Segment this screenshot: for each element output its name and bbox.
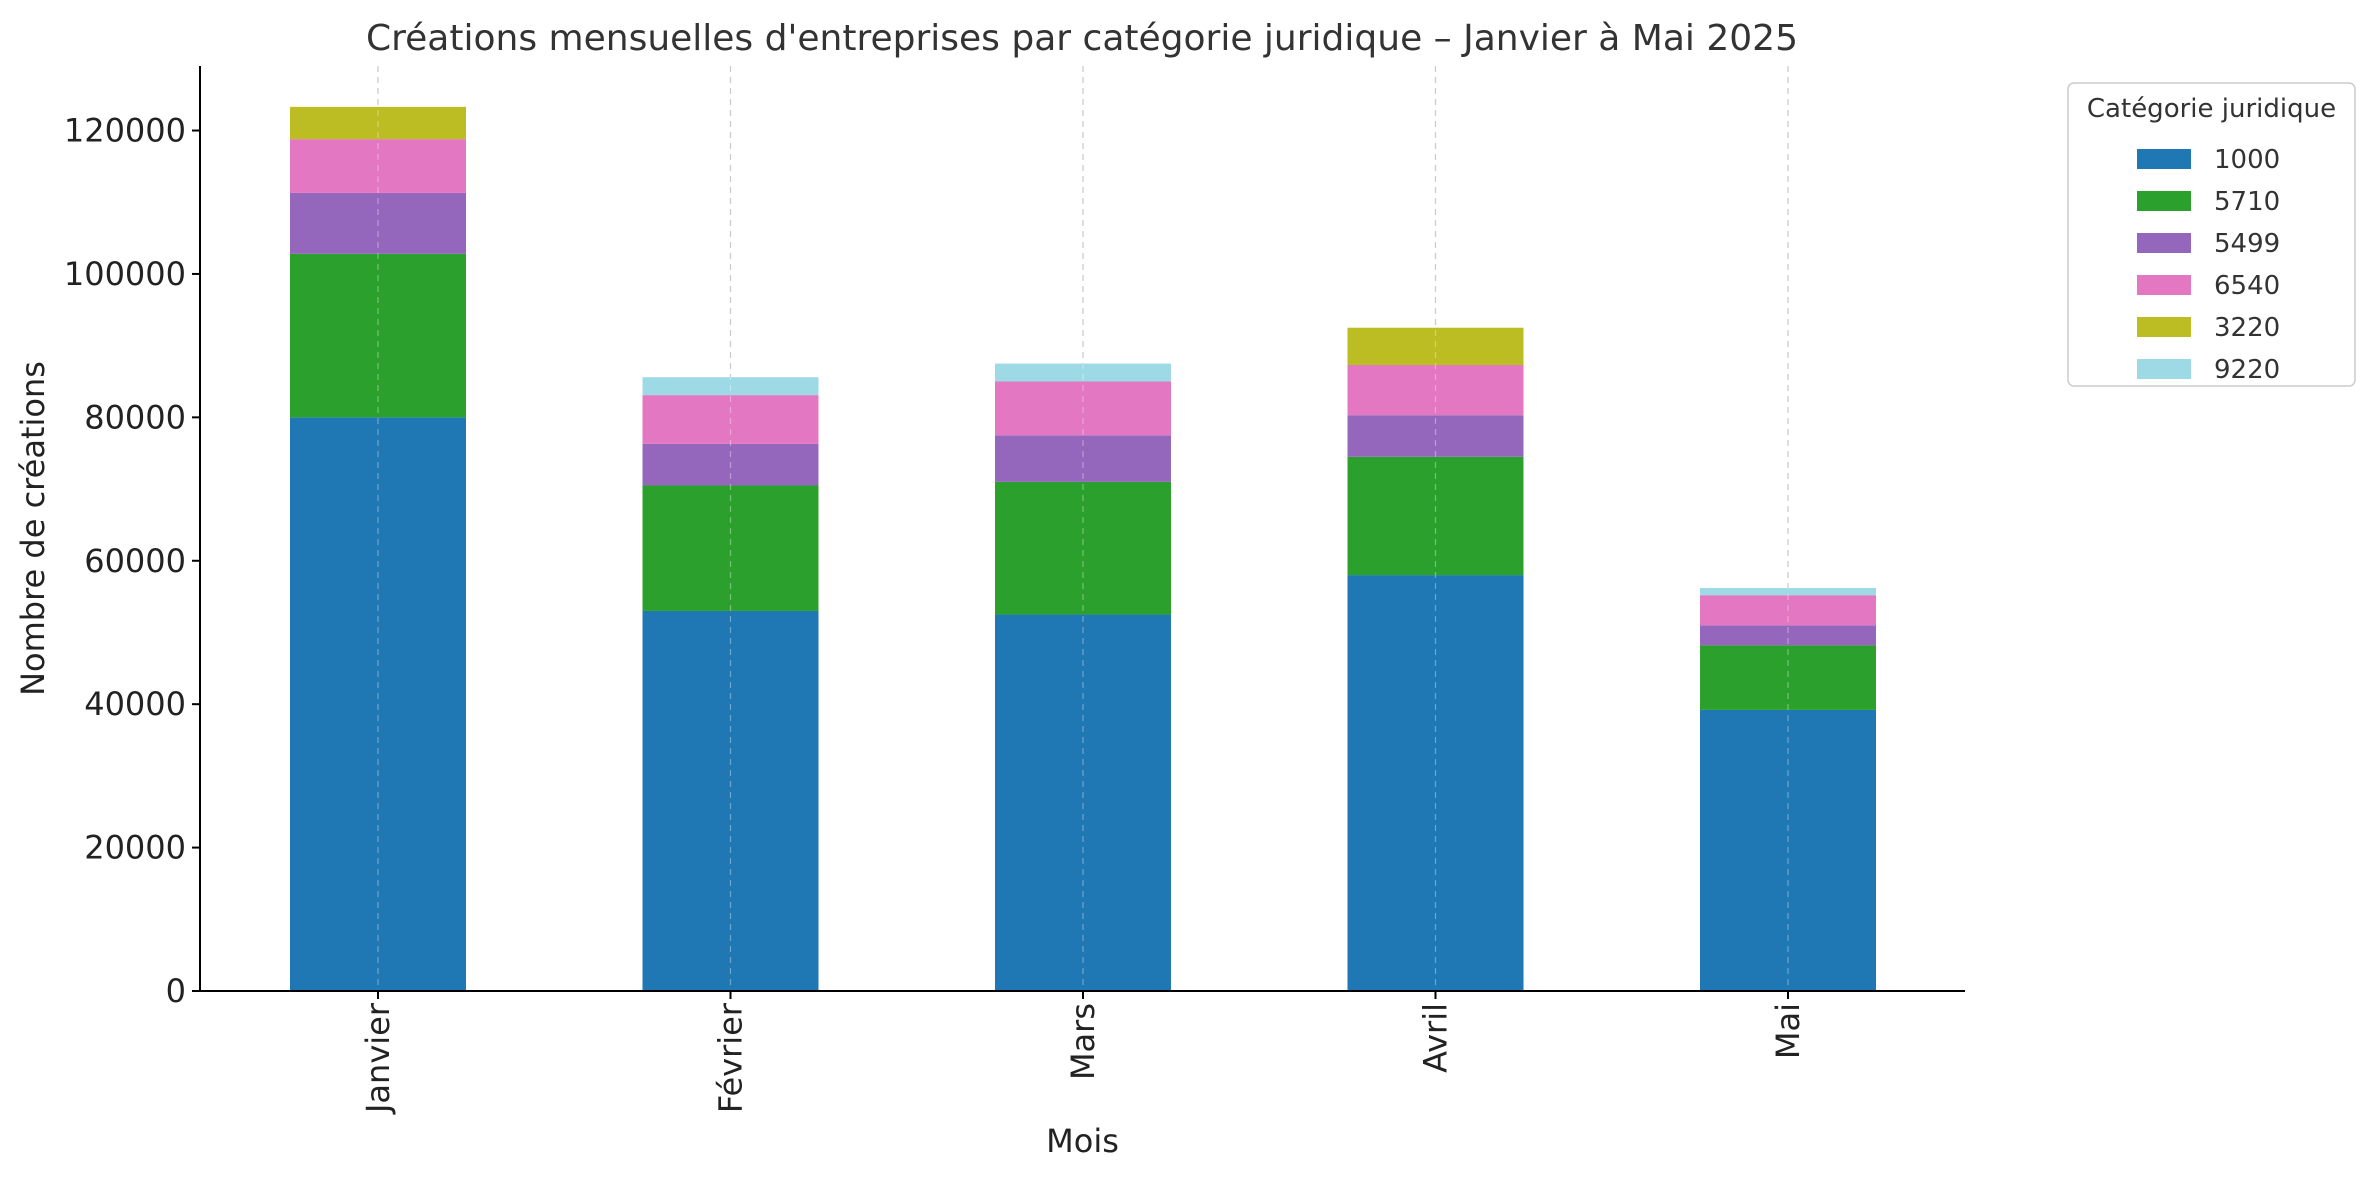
y-tick-label: 120000 xyxy=(64,112,186,150)
y-tick-label: 0 xyxy=(166,972,186,1010)
legend-label-1000: 1000 xyxy=(2214,145,2280,175)
bar-février-5499 xyxy=(642,443,819,486)
bar-avril-5710 xyxy=(1347,456,1524,576)
legend-item-5710: 5710 xyxy=(2137,187,2280,217)
legend-item-3220: 3220 xyxy=(2137,313,2280,343)
legend-label-3220: 3220 xyxy=(2214,313,2280,343)
bar-janvier-3220 xyxy=(290,106,466,140)
legend-item-1000: 1000 xyxy=(2137,145,2280,175)
bar-mars-6540 xyxy=(995,381,1171,436)
legend-swatch-5499 xyxy=(2137,233,2191,253)
bar-avril-3220 xyxy=(1347,327,1524,366)
bar-mai-1000 xyxy=(1700,709,1876,991)
bars xyxy=(290,66,1876,992)
bar-février-9220 xyxy=(642,377,819,396)
bar-mars-5710 xyxy=(995,481,1171,615)
bar-janvier-6540 xyxy=(290,139,466,193)
legend-swatch-1000 xyxy=(2137,149,2191,169)
bar-février-5710 xyxy=(642,485,819,611)
legend: Catégorie juridique 1000 5710 5499 6540 3220… xyxy=(2067,82,2356,387)
x-axis-label: Mois xyxy=(1046,1122,1119,1160)
bar-mai-9220 xyxy=(1700,588,1876,596)
legend-swatch-3220 xyxy=(2137,317,2191,337)
legend-label-6540: 6540 xyxy=(2214,271,2280,301)
bar-janvier-5710 xyxy=(290,253,466,418)
bar-avril-6540 xyxy=(1347,365,1524,416)
bar-avril-1000 xyxy=(1347,575,1524,991)
legend-label-5710: 5710 xyxy=(2214,187,2280,217)
bar-mai-5499 xyxy=(1700,625,1876,646)
y-tick-label: 80000 xyxy=(84,398,186,436)
legend-frame xyxy=(2067,82,2356,387)
x-tick-label-mars: Mars xyxy=(1064,1003,1102,1080)
y-axis-label: Nombre de créations xyxy=(14,361,52,696)
legend-swatch-9220 xyxy=(2137,359,2191,379)
bar-mars-5499 xyxy=(995,435,1171,482)
y-tick-label: 40000 xyxy=(84,685,186,723)
legend-swatch-6540 xyxy=(2137,275,2191,295)
bar-janvier-1000 xyxy=(290,417,466,992)
bar-janvier-5499 xyxy=(290,192,466,254)
legend-label-9220: 9220 xyxy=(2214,355,2280,385)
bar-mars-9220 xyxy=(995,363,1171,382)
y-tick-label: 60000 xyxy=(84,542,186,580)
legend-label-5499: 5499 xyxy=(2214,229,2280,259)
legend-item-5499: 5499 xyxy=(2137,229,2280,259)
y-tick-label: 20000 xyxy=(84,829,186,867)
legend-item-6540: 6540 xyxy=(2137,271,2280,301)
legend-item-9220: 9220 xyxy=(2137,355,2280,385)
x-tick-label-janvier: Janvier xyxy=(359,1002,397,1115)
legend-title: Catégorie juridique xyxy=(2087,94,2336,124)
x-tick-label-février: Février xyxy=(712,1002,750,1113)
bar-mars-1000 xyxy=(995,614,1171,991)
bar-avril-5499 xyxy=(1347,415,1524,457)
chart-title: Créations mensuelles d'entreprises par c… xyxy=(366,18,1798,59)
tick-labels: 0 20000 40000 60000 80000 100000 120000 Janvier… xyxy=(64,112,1807,1115)
bar-mai-5710 xyxy=(1700,645,1876,710)
y-tick-label: 100000 xyxy=(64,255,186,293)
x-tick-label-mai: Mai xyxy=(1769,1003,1807,1059)
bar-février-1000 xyxy=(642,610,819,991)
x-tick-label-avril: Avril xyxy=(1417,1003,1455,1073)
bar-mai-6540 xyxy=(1700,595,1876,626)
legend-items: 1000 5710 5499 6540 3220 9220 xyxy=(2137,145,2280,385)
bar-février-6540 xyxy=(642,395,819,444)
legend-swatch-5710 xyxy=(2137,191,2191,211)
